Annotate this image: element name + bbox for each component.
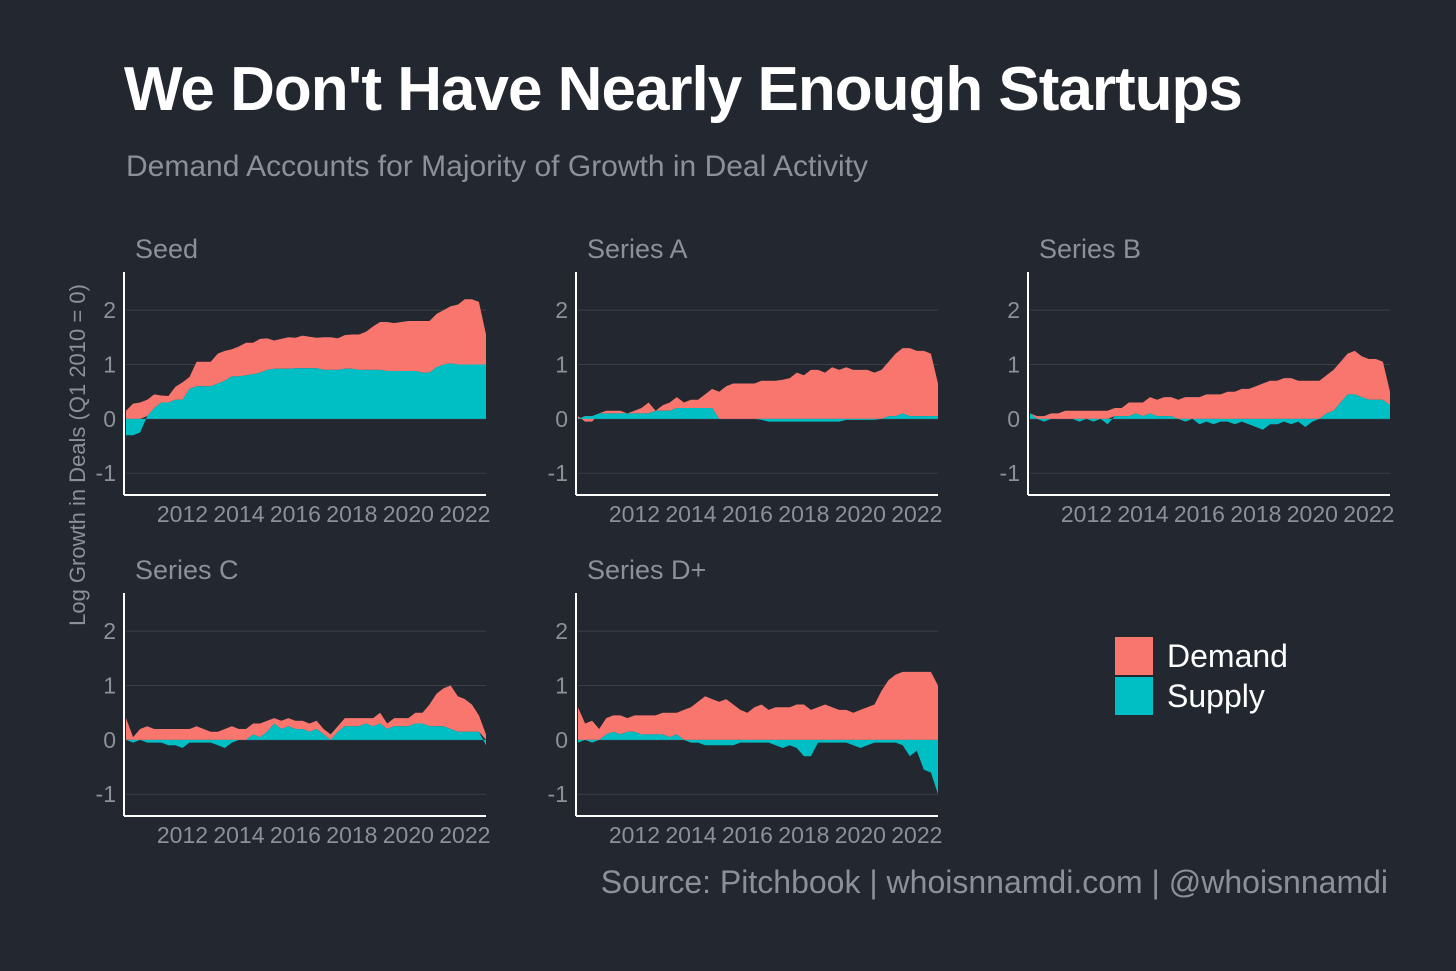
x-tick-label: 2022 <box>891 822 942 848</box>
x-tick-label: 2014 <box>665 501 716 527</box>
facet-title: Seed <box>135 234 198 264</box>
y-tick-label: 1 <box>103 351 116 377</box>
y-tick-label: -1 <box>96 781 116 807</box>
y-tick-label: 1 <box>555 672 568 698</box>
y-tick-label: 2 <box>555 618 568 644</box>
y-tick-label: -1 <box>96 460 116 486</box>
x-tick-label: 2014 <box>213 822 264 848</box>
facet-0: Seed 2 1 0 -1 2012 2014 2016 2018 2020 2022 <box>96 234 491 527</box>
x-tick-label: 2020 <box>835 822 886 848</box>
y-tick-label: -1 <box>1000 460 1020 486</box>
series-demand-area <box>126 685 486 740</box>
series-supply-area <box>578 731 938 795</box>
y-tick-label: 2 <box>555 297 568 323</box>
facet-1: Series A 2 1 0 -1 2012 2014 2016 2018 2020 2022 <box>548 234 943 527</box>
x-tick-label: 2012 <box>157 822 208 848</box>
series-demand-area <box>578 671 938 740</box>
x-tick-label: 2020 <box>383 822 434 848</box>
y-tick-label: 1 <box>103 672 116 698</box>
y-tick-label: 2 <box>103 618 116 644</box>
x-tick-label: 2014 <box>1117 501 1168 527</box>
y-tick-label: 2 <box>103 297 116 323</box>
facet-2: Series B 2 1 0 -1 2012 2014 2016 2018 2020 2022 <box>1000 234 1395 527</box>
y-tick-label: -1 <box>548 460 568 486</box>
series-demand-area <box>578 348 938 422</box>
x-tick-label: 2020 <box>383 501 434 527</box>
legend-label-supply: Supply <box>1167 677 1265 714</box>
facet-3: Series C 2 1 0 -1 2012 2014 2016 2018 2020 2022 <box>96 555 491 848</box>
legend-item-demand: Demand <box>1115 637 1288 675</box>
x-tick-label: 2016 <box>270 822 321 848</box>
series-supply-area <box>126 723 486 748</box>
series-supply-area <box>126 363 486 436</box>
x-tick-label: 2012 <box>157 501 208 527</box>
x-tick-label: 2018 <box>1230 501 1281 527</box>
y-tick-label: 0 <box>555 727 568 753</box>
y-tick-label: 0 <box>1007 406 1020 432</box>
y-tick-label: 0 <box>103 406 116 432</box>
series-demand-area <box>1030 350 1390 419</box>
y-tick-label: 1 <box>555 351 568 377</box>
x-tick-label: 2022 <box>1343 501 1394 527</box>
x-tick-label: 2016 <box>1174 501 1225 527</box>
y-tick-label: 0 <box>103 727 116 753</box>
x-tick-label: 2020 <box>1287 501 1338 527</box>
y-tick-label: 2 <box>1007 297 1020 323</box>
facet-4: Series D+ 2 1 0 -1 2012 2014 2016 2018 2020 2022 <box>548 555 943 848</box>
x-tick-label: 2016 <box>270 501 321 527</box>
x-tick-label: 2014 <box>665 822 716 848</box>
series-demand-area <box>126 299 486 419</box>
legend: Demand Supply <box>1115 637 1288 717</box>
x-tick-label: 2014 <box>213 501 264 527</box>
source-note: Source: Pitchbook | whoisnnamdi.com | @w… <box>600 864 1388 900</box>
facet-title: Series D+ <box>587 555 706 585</box>
x-tick-label: 2022 <box>439 822 490 848</box>
y-tick-label: 0 <box>555 406 568 432</box>
x-tick-label: 2016 <box>722 822 773 848</box>
chart-title: We Don't Have Nearly Enough Startups <box>124 55 1243 124</box>
x-tick-label: 2018 <box>326 822 377 848</box>
y-tick-label: -1 <box>548 781 568 807</box>
legend-label-demand: Demand <box>1167 637 1288 674</box>
chart-subtitle: Demand Accounts for Majority of Growth i… <box>126 150 868 183</box>
y-tick-label: 1 <box>1007 351 1020 377</box>
x-tick-label: 2012 <box>609 501 660 527</box>
x-tick-label: 2016 <box>722 501 773 527</box>
legend-swatch-supply <box>1115 677 1153 715</box>
series-supply-area <box>578 408 938 422</box>
x-tick-label: 2022 <box>439 501 490 527</box>
facet-title: Series C <box>135 555 239 585</box>
x-tick-label: 2020 <box>835 501 886 527</box>
x-tick-label: 2018 <box>778 822 829 848</box>
facet-title: Series A <box>587 234 688 264</box>
facet-title: Series B <box>1039 234 1141 264</box>
x-tick-label: 2012 <box>609 822 660 848</box>
legend-swatch-demand <box>1115 637 1153 675</box>
x-tick-label: 2018 <box>778 501 829 527</box>
x-tick-label: 2012 <box>1061 501 1112 527</box>
series-supply-area <box>1030 394 1390 430</box>
x-tick-label: 2022 <box>891 501 942 527</box>
legend-item-supply: Supply <box>1115 677 1288 715</box>
x-tick-label: 2018 <box>326 501 377 527</box>
